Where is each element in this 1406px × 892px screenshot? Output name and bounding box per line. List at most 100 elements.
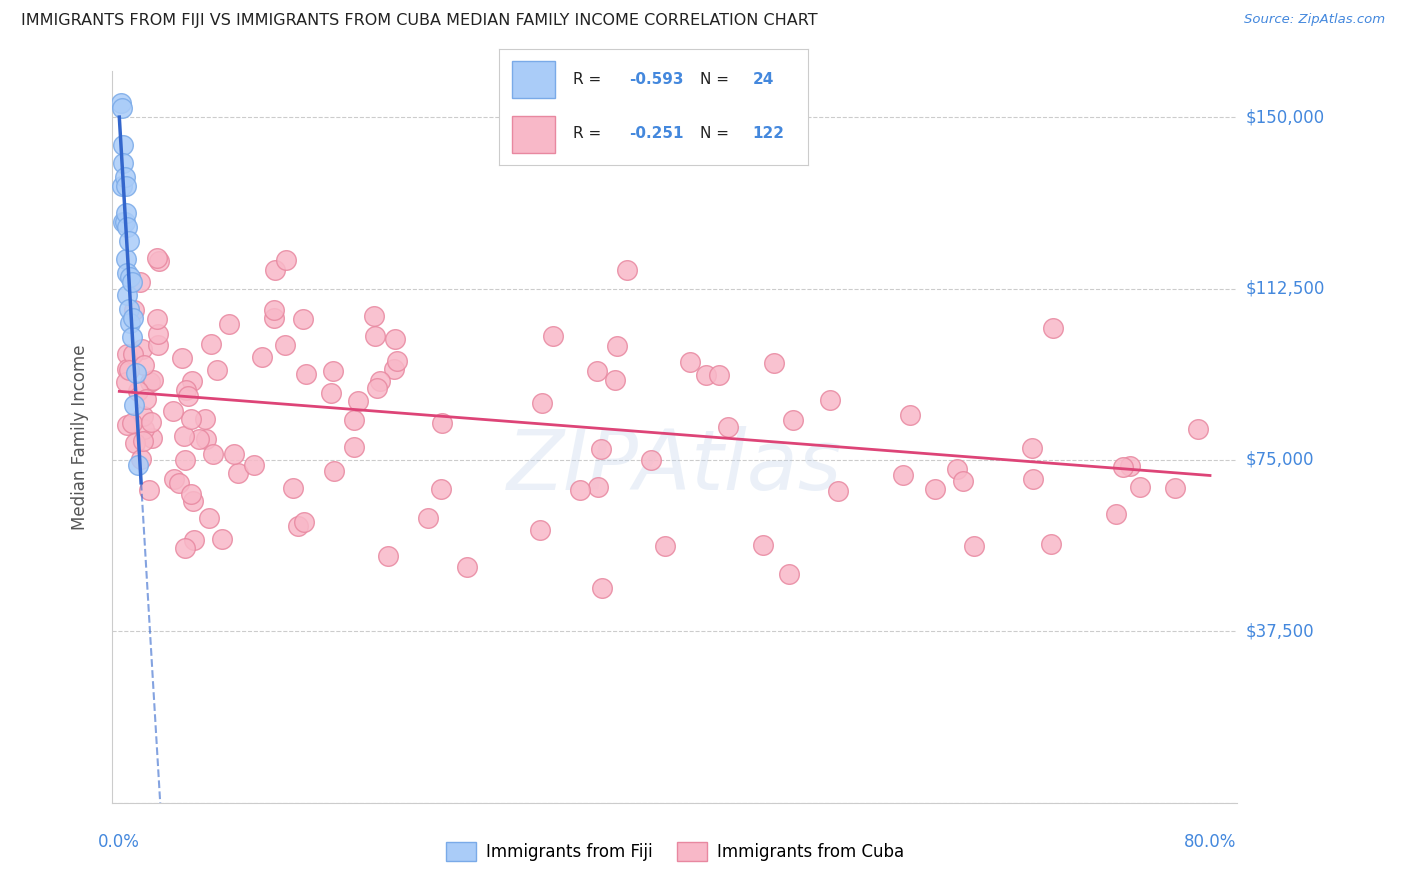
Point: [194, 432, 217, 446]
Point: [529, 523, 551, 537]
Point: [174, 541, 197, 556]
Point: [188, 432, 211, 446]
Point: [818, 392, 841, 407]
Point: [1112, 460, 1135, 475]
Point: [654, 539, 676, 553]
FancyBboxPatch shape: [512, 116, 555, 153]
Point: [129, 451, 152, 466]
Point: [122, 311, 145, 326]
Point: [124, 366, 146, 380]
Point: [679, 355, 702, 369]
Point: [591, 581, 613, 595]
Legend: Immigrants from Fiji, Immigrants from Cuba: Immigrants from Fiji, Immigrants from Cu…: [439, 835, 911, 868]
Point: [263, 311, 285, 326]
Point: [181, 494, 204, 508]
Point: [114, 375, 136, 389]
Point: [287, 519, 309, 533]
Point: [122, 347, 145, 361]
Point: [456, 559, 478, 574]
Point: [139, 375, 162, 389]
Point: [963, 539, 986, 553]
Point: [224, 447, 246, 461]
Point: [291, 312, 314, 326]
Point: [322, 464, 344, 478]
Point: [163, 472, 186, 486]
Point: [118, 234, 141, 248]
Point: [586, 479, 609, 493]
Point: [194, 412, 217, 426]
Point: [134, 358, 156, 372]
Point: [114, 215, 136, 229]
Point: [118, 301, 141, 317]
Point: [117, 288, 139, 302]
Point: [207, 363, 229, 377]
Text: Source: ZipAtlas.com: Source: ZipAtlas.com: [1244, 13, 1385, 27]
Point: [131, 342, 153, 356]
Point: [198, 510, 221, 524]
Point: [591, 442, 613, 456]
Point: [115, 252, 138, 266]
Point: [1164, 481, 1187, 495]
Point: [180, 411, 202, 425]
Point: [1105, 508, 1128, 522]
Point: [1021, 441, 1043, 455]
Point: [250, 350, 273, 364]
Point: [228, 466, 250, 480]
Point: [430, 417, 453, 431]
Text: 0.0%: 0.0%: [98, 833, 141, 851]
FancyBboxPatch shape: [512, 61, 555, 98]
Point: [117, 361, 139, 376]
Point: [946, 462, 969, 476]
Point: [1042, 321, 1064, 335]
Point: [321, 385, 343, 400]
Point: [146, 312, 169, 326]
Point: [827, 484, 849, 499]
Point: [111, 101, 134, 115]
Point: [174, 453, 197, 467]
Point: [177, 388, 200, 402]
Text: 122: 122: [752, 126, 785, 141]
Point: [368, 375, 391, 389]
Text: R =: R =: [574, 71, 606, 87]
Point: [148, 254, 170, 268]
Point: [586, 364, 609, 378]
Text: N =: N =: [700, 71, 734, 87]
Point: [530, 395, 553, 409]
Point: [695, 368, 717, 383]
Point: [115, 418, 138, 433]
Point: [707, 368, 730, 382]
Point: [717, 420, 740, 434]
Point: [121, 329, 143, 343]
Point: [211, 532, 233, 546]
Point: [752, 538, 775, 552]
Point: [146, 252, 169, 266]
Point: [274, 252, 297, 267]
Point: [115, 178, 138, 193]
Point: [132, 422, 155, 436]
Point: [1119, 459, 1142, 474]
Point: [605, 373, 627, 387]
Y-axis label: Median Family Income: Median Family Income: [70, 344, 89, 530]
Text: -0.593: -0.593: [628, 71, 683, 87]
Point: [200, 337, 222, 351]
Point: [120, 270, 142, 285]
Point: [117, 219, 139, 234]
Point: [782, 413, 804, 427]
Point: [243, 458, 266, 472]
Point: [117, 347, 139, 361]
Point: [124, 436, 146, 450]
Point: [112, 155, 135, 169]
Point: [112, 215, 135, 229]
Point: [174, 383, 197, 397]
Point: [135, 392, 157, 407]
Point: [264, 263, 287, 277]
Point: [124, 398, 146, 412]
Point: [121, 416, 143, 430]
Point: [127, 458, 149, 472]
Point: [294, 367, 316, 381]
Point: [110, 96, 132, 111]
Point: [183, 533, 205, 547]
Point: [122, 303, 145, 318]
Point: [763, 356, 786, 370]
Text: ZIPAtlas: ZIPAtlas: [508, 425, 842, 507]
